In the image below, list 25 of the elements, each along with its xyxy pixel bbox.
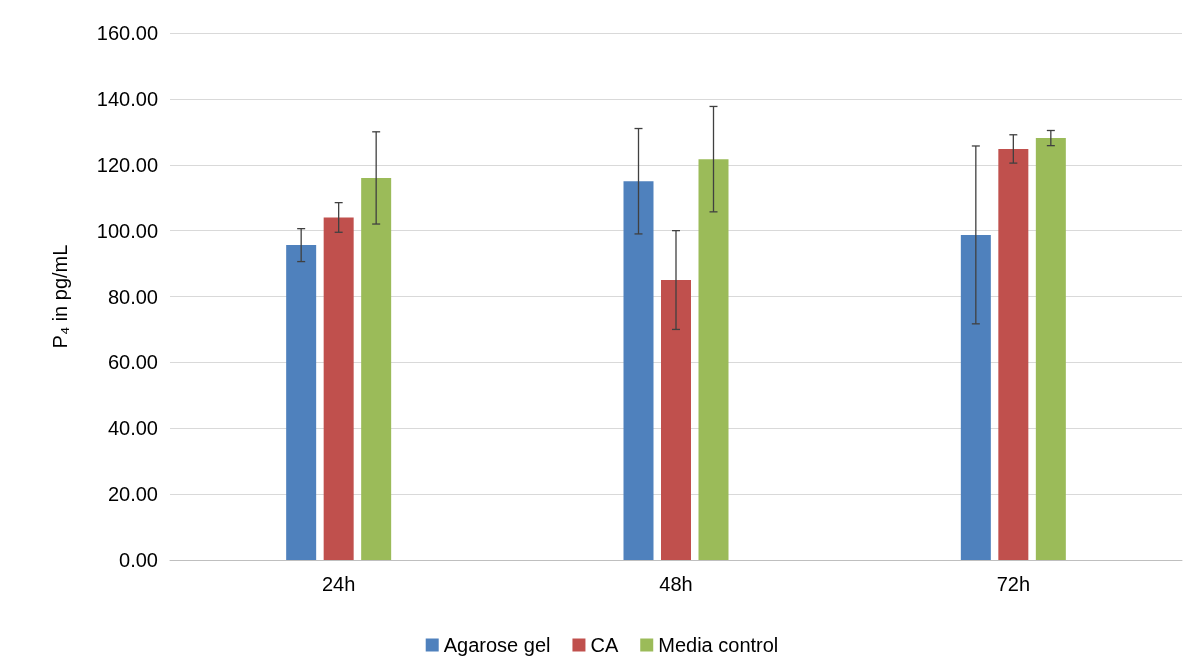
bar [998, 148, 1029, 560]
y-tick-label: 60.00 [107, 351, 158, 374]
bar [960, 234, 991, 560]
bar [698, 159, 729, 560]
y-tick-label: 40.00 [107, 417, 158, 440]
y-tick-label: 120.00 [96, 153, 158, 176]
legend-label: Agarose gel [443, 634, 551, 656]
bar [323, 217, 354, 560]
x-tick-label: 24h [321, 573, 356, 595]
y-tick-label: 140.00 [96, 87, 158, 110]
y-axis-title: P₄ in pg/mL [49, 244, 71, 349]
x-tick-label: 72h [996, 573, 1031, 595]
bar [286, 245, 317, 560]
legend-label: CA [590, 634, 619, 656]
y-tick-label: 0.00 [119, 549, 158, 571]
bar [623, 181, 654, 560]
legend-label: Media control [658, 634, 779, 656]
x-tick-label: 48h [659, 573, 693, 595]
y-tick-label: 80.00 [107, 285, 158, 308]
y-tick-label: 160.00 [96, 22, 158, 44]
bar [361, 177, 392, 560]
y-tick-label: 100.00 [96, 219, 158, 242]
bar [661, 280, 691, 560]
y-tick-label: 20.00 [107, 483, 158, 506]
bar [1035, 138, 1066, 560]
